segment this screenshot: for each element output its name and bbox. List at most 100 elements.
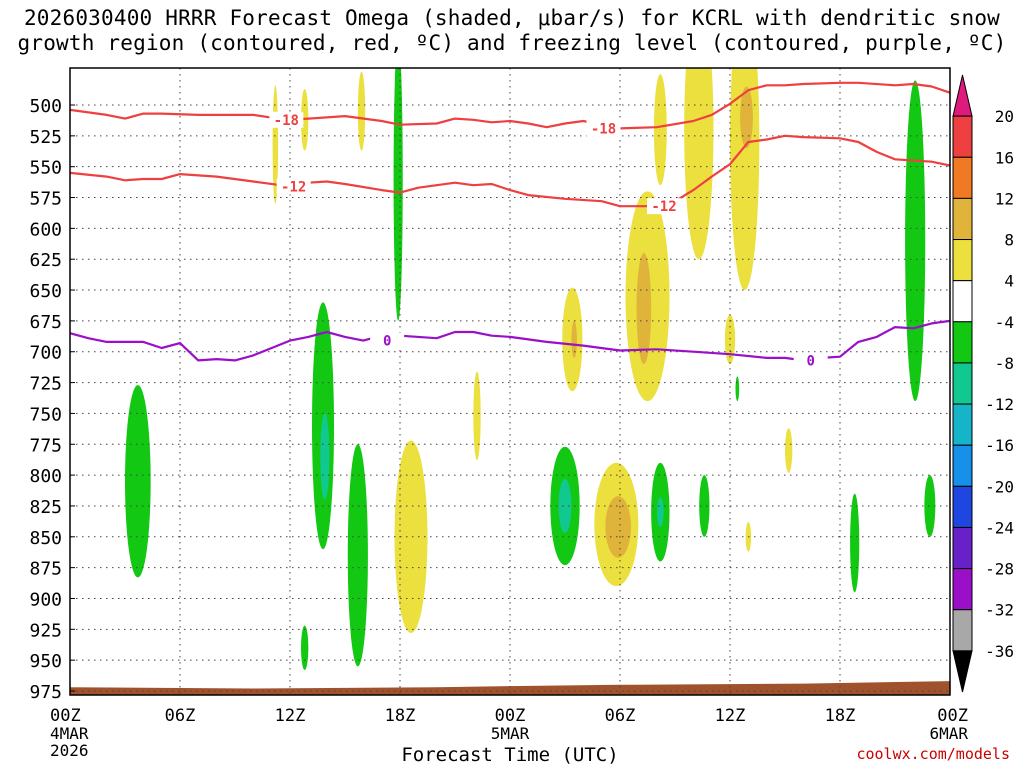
contour-label-bg--12-0 (276, 178, 311, 195)
y-tick-label-625: 625 (29, 250, 62, 271)
colorbar-label-13: -36 (985, 642, 1014, 661)
colorbar-label-6: -8 (995, 354, 1014, 373)
plot-frame (69, 67, 951, 696)
colorbar-bin-3 (952, 197, 973, 241)
y-tick-label-950: 950 (29, 651, 62, 672)
colorbar-label-3: 8 (1004, 231, 1014, 250)
colorbar-bin-9 (952, 444, 973, 487)
y-tick-label-675: 675 (29, 312, 62, 333)
colorbar-bin-10 (952, 485, 973, 528)
omega-region-29 (735, 376, 740, 402)
omega-region-21 (347, 444, 368, 667)
contour-line--18 (70, 81, 950, 130)
contour-label-bg-0-0 (370, 332, 405, 349)
y-tick-label-600: 600 (29, 219, 62, 240)
contour-label-bg-0-1 (793, 352, 828, 369)
y-tick-label-825: 825 (29, 497, 62, 518)
omega-region-17 (571, 320, 577, 358)
omega-region-19 (393, 68, 403, 321)
y-tick-label-925: 925 (29, 620, 62, 641)
x-tick-date-0: 4MAR (50, 724, 89, 743)
colorbar-bin-6 (952, 321, 973, 364)
y-tick-label-875: 875 (29, 559, 62, 580)
y-tick-label-575: 575 (29, 189, 62, 210)
colorbar-label-12: -32 (985, 601, 1014, 620)
colorbar-bin-13 (952, 609, 973, 652)
omega-region-32 (657, 497, 664, 527)
colorbar-label-5: -4 (995, 313, 1014, 332)
colorbar-bin-11 (952, 526, 973, 570)
x-tick-label-48: 00Z (937, 706, 968, 726)
colorbar-label-8: -16 (985, 436, 1014, 455)
colorbar-label-1: 16 (995, 148, 1014, 167)
contour-label--18-1: -18 (591, 121, 616, 137)
y-tick-label-775: 775 (29, 435, 62, 456)
chart-title-line-2: growth region (contoured, red, ºC) and f… (17, 31, 1007, 55)
colorbar-label-2: 12 (995, 189, 1014, 208)
omega-region-16 (605, 496, 632, 558)
colorbar-label-4: 4 (1004, 272, 1014, 291)
colorbar-label-10: -24 (985, 518, 1014, 537)
x-tick-year-0: 2026 (50, 741, 89, 760)
colorbar-arrow-bottom (952, 650, 973, 693)
credit-text: coolwx.com/models (856, 745, 1010, 763)
y-tick-label-500: 500 (29, 96, 62, 117)
y-tick-label-725: 725 (29, 374, 62, 395)
y-tick-label-800: 800 (29, 466, 62, 487)
x-tick-date-48: 6MAR (929, 724, 968, 743)
omega-region-26 (850, 493, 860, 593)
x-tick-label-24: 00Z (495, 706, 526, 726)
y-tick-label-850: 850 (29, 528, 62, 549)
omega-region-28 (924, 475, 936, 537)
contour-label-bg--18-1 (586, 120, 621, 137)
colorbar-label-0: 20 (995, 107, 1014, 126)
x-tick-label-12: 12Z (275, 706, 306, 726)
y-tick-label-700: 700 (29, 343, 62, 364)
x-tick-label-42: 18Z (825, 706, 856, 726)
contour-label-bg--18-0 (269, 111, 304, 128)
y-tick-label-550: 550 (29, 158, 62, 179)
x-tick-date-24: 5MAR (491, 724, 530, 743)
contour-line--12 (70, 134, 950, 208)
terrain-fill (70, 681, 950, 695)
omega-region-25 (699, 475, 710, 537)
x-tick-label-36: 12Z (715, 706, 746, 726)
omega-region-22 (301, 625, 309, 671)
colorbar-bin-1 (952, 115, 973, 158)
y-tick-label-975: 975 (29, 682, 62, 703)
colorbar-bin-7 (952, 362, 973, 405)
omega-region-7 (684, 68, 714, 260)
omega-region-6 (653, 74, 667, 186)
colorbar-bin-8 (952, 403, 973, 446)
omega-region-15 (740, 86, 753, 149)
chart-title-line-1: 2026030400 HRRR Forecast Omega (shaded, … (23, 6, 1001, 30)
contour-label--12-0: -12 (281, 179, 306, 195)
contour-label-0-0: 0 (383, 334, 391, 350)
x-tick-label-0: 00Z (50, 706, 81, 726)
omega-region-27 (905, 80, 926, 402)
contour-label-bg--12-1 (647, 198, 681, 215)
colorbar-bin-12 (952, 568, 973, 611)
colorbar-label-7: -12 (985, 395, 1014, 414)
y-tick-label-900: 900 (29, 589, 62, 610)
omega-region-31 (558, 478, 572, 534)
omega-region-14 (636, 253, 652, 365)
colorbar-bin-2 (952, 156, 973, 199)
x-axis-title: Forecast Time (UTC) (401, 744, 619, 766)
colorbar-bin-4 (952, 239, 973, 282)
omega-region-2 (357, 71, 366, 151)
x-tick-label-6: 06Z (165, 706, 196, 726)
x-tick-label-30: 06Z (605, 706, 636, 726)
y-tick-label-750: 750 (29, 404, 62, 425)
omega-region-18 (124, 385, 151, 578)
colorbar-bin-5 (952, 280, 973, 323)
y-tick-label-650: 650 (29, 281, 62, 302)
x-tick-label-18: 18Z (385, 706, 416, 726)
colorbar-arrow-top (952, 74, 973, 117)
contour-label--12-1: -12 (651, 199, 676, 215)
omega-region-3 (394, 440, 428, 634)
y-tick-label-525: 525 (29, 127, 62, 148)
omega-region-11 (785, 428, 793, 473)
omega-region-10 (473, 371, 481, 461)
